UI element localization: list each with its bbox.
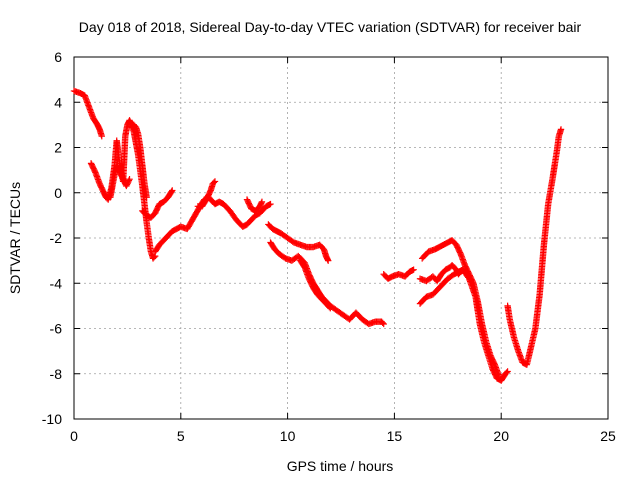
series-seg8 [243, 196, 266, 215]
series-seg5 [139, 187, 176, 221]
x-tick-label: 0 [70, 428, 78, 444]
series-seg7 [194, 178, 219, 210]
x-tick-label: 25 [600, 428, 616, 444]
y-tick-label: -2 [50, 230, 63, 246]
y-tick-label: -6 [50, 321, 63, 337]
y-tick-label: 2 [54, 140, 62, 156]
data-point [169, 187, 176, 194]
series-seg14 [418, 237, 503, 380]
data-point [258, 198, 266, 205]
data-point [557, 126, 565, 133]
data-point [98, 132, 105, 140]
data-points [70, 87, 565, 384]
x-tick-label: 5 [177, 428, 185, 444]
data-point [503, 369, 510, 376]
x-tick-label: 15 [387, 428, 403, 444]
x-tick-label: 20 [493, 428, 509, 444]
y-axis-label: SDTVAR / TECUs [7, 182, 23, 294]
y-tick-label: -10 [42, 411, 62, 427]
series-seg16 [504, 126, 565, 368]
data-point [211, 178, 219, 185]
x-axis-label: GPS time / hours [287, 458, 394, 474]
series-seg12 [380, 266, 417, 282]
data-point [469, 278, 477, 286]
data-point [267, 200, 274, 208]
data-point [495, 372, 503, 380]
series-seg9 [265, 221, 332, 264]
data-point [168, 188, 175, 195]
data-point [379, 319, 386, 327]
x-tick-label: 10 [280, 428, 296, 444]
chart-title: Day 018 of 2018, Sidereal Day-to-day VTE… [79, 19, 582, 35]
data-point [150, 254, 158, 261]
y-tick-label: -8 [50, 366, 63, 382]
series-seg4 [128, 121, 150, 201]
y-tick-label: -4 [50, 275, 63, 291]
series-seg15 [416, 266, 466, 307]
data-point [380, 320, 387, 328]
data-point [327, 304, 334, 312]
data-point [459, 266, 466, 273]
y-tick-label: 6 [54, 49, 62, 65]
data-point [324, 257, 332, 264]
series-seg3 [107, 162, 133, 201]
data-point [504, 368, 511, 375]
data-point [410, 266, 417, 273]
series-seg11 [297, 257, 334, 312]
y-tick-label: 4 [54, 94, 62, 110]
series-seg1 [70, 87, 105, 140]
data-point [210, 179, 218, 186]
data-point [125, 177, 133, 184]
data-point [143, 194, 150, 201]
data-point [126, 175, 133, 183]
y-tick-label: 0 [54, 185, 62, 201]
ticks: 0 5 10 15 20 25 -10 -8 -6 -4 -2 0 2 4 6 [42, 49, 616, 444]
data-point [326, 303, 333, 311]
